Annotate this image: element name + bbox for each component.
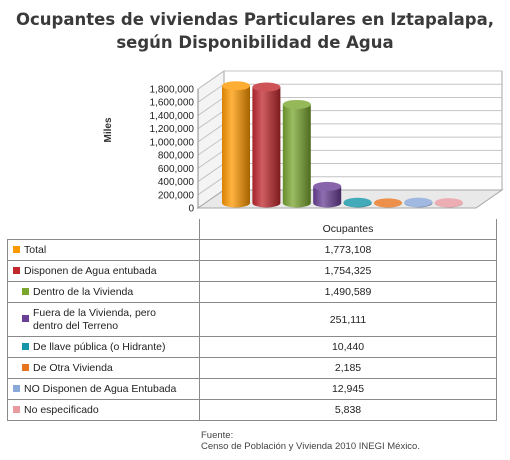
bar-top: [404, 197, 433, 207]
table-row: Dentro de la Vivienda 1,490,589: [7, 281, 497, 303]
y-tick-label: 1,200,000: [150, 124, 195, 135]
legend-label: Fuera de la Vivienda, pero dentro del Ter…: [33, 306, 156, 332]
legend-entry: Dentro de la Vivienda: [7, 281, 200, 303]
bar-body: [252, 87, 281, 208]
bar-body: [313, 186, 342, 208]
legend-entry: Total: [7, 239, 200, 261]
bar-body: [222, 85, 250, 208]
table-row: No especificado 5,838: [7, 399, 497, 421]
legend-label: Total: [24, 243, 47, 256]
legend-swatch: [13, 405, 20, 413]
y-tick-label: 400,000: [158, 177, 195, 188]
bar-top: [313, 181, 342, 191]
table-value: 1,754,325: [199, 260, 497, 282]
legend-entry: Disponen de Agua entubada: [7, 260, 200, 282]
legend-label: Dentro de la Vivienda: [33, 285, 134, 298]
legend-label: Disponen de Agua entubada: [24, 264, 157, 277]
y-tick-label: 1,400,000: [150, 111, 195, 122]
table-row: NO Disponen de Agua Entubada 12,945: [7, 378, 497, 400]
legend-entry: Fuera de la Vivienda, pero dentro del Ter…: [7, 302, 200, 337]
table-corner: [7, 219, 200, 240]
legend-entry: No especificado: [7, 399, 200, 421]
table-value: 12,945: [199, 378, 497, 400]
table-value: 1,773,108: [199, 239, 497, 261]
legend-swatch: [22, 315, 29, 322]
table-row: Disponen de Agua entubada 1,754,325: [7, 260, 497, 282]
legend-entry: De Otra Vivienda: [7, 357, 200, 379]
legend-label: De llave pública (o Hidrante): [33, 340, 166, 353]
table-value: 5,838: [199, 399, 497, 421]
bar-top: [282, 99, 311, 109]
table-value: 2,185: [199, 357, 497, 379]
bar-top: [222, 81, 250, 91]
chart-plot: 0 200,000 400,000 600,000 800,000 1,000,000 1,…: [103, 70, 504, 215]
y-axis-label: Miles: [103, 117, 114, 142]
legend-swatch: [22, 287, 29, 295]
bar: [374, 198, 402, 208]
bar-top: [252, 82, 281, 92]
legend-swatch: [13, 245, 20, 253]
legend-label: No especificado: [24, 403, 99, 416]
bar: [222, 81, 250, 208]
legend-swatch: [13, 266, 20, 274]
bars: [222, 81, 463, 208]
legend-entry: De llave pública (o Hidrante): [7, 336, 200, 358]
bar-top: [343, 197, 372, 207]
bar: [434, 198, 463, 208]
table-value: 251,111: [199, 302, 497, 337]
y-tick-label: 1,800,000: [150, 85, 195, 96]
y-tick-label: 1,600,000: [150, 98, 195, 109]
y-tick-label: 600,000: [158, 164, 195, 175]
table-value: 10,440: [199, 336, 497, 358]
data-table: Ocupantes Total 1,773,108 Disponen de Agua…: [7, 219, 497, 421]
source-note: Fuente: Censo de Población y Vivienda 20…: [201, 430, 420, 452]
table-row: De Otra Vivienda 2,185: [7, 357, 497, 379]
bar: [252, 82, 281, 208]
bar: [343, 197, 372, 208]
chart-title-line-2: según Disponibilidad de Agua: [116, 33, 394, 52]
bar: [282, 99, 311, 208]
gridline: [197, 70, 502, 90]
legend-swatch: [22, 342, 29, 350]
source-text: Censo de Población y Vivienda 2010 INEGI…: [201, 441, 420, 452]
legend-label: De Otra Vivienda: [33, 361, 113, 374]
legend-swatch: [22, 363, 29, 371]
table-row: De llave pública (o Hidrante) 10,440: [7, 336, 497, 358]
bar-top: [374, 198, 402, 208]
legend-swatch: [13, 384, 20, 392]
y-tick-label: 800,000: [158, 151, 195, 162]
table-row: Total 1,773,108: [7, 239, 497, 261]
table-column-header: Ocupantes: [199, 219, 497, 240]
bar-body: [282, 104, 311, 208]
y-tick-label: 1,000,000: [150, 137, 195, 148]
chart-title: Ocupantes de viviendas Particulares en I…: [0, 8, 510, 54]
bar: [404, 197, 433, 208]
legend-label: NO Disponen de Agua Entubada: [24, 382, 177, 395]
table-row: Fuera de la Vivienda, pero dentro del Ter…: [7, 302, 497, 337]
bar-top: [434, 198, 463, 208]
legend-entry: NO Disponen de Agua Entubada: [7, 378, 200, 400]
table-value: 1,490,589: [199, 281, 497, 303]
source-label: Fuente:: [201, 430, 234, 441]
y-tick-label: 0: [188, 204, 194, 215]
bar: [313, 181, 342, 208]
y-axis-ticks: 0 200,000 400,000 600,000 800,000 1,000,000 1,…: [150, 85, 199, 215]
chart-title-line-1: Ocupantes de viviendas Particulares en I…: [16, 10, 494, 29]
y-tick-label: 200,000: [158, 190, 195, 201]
